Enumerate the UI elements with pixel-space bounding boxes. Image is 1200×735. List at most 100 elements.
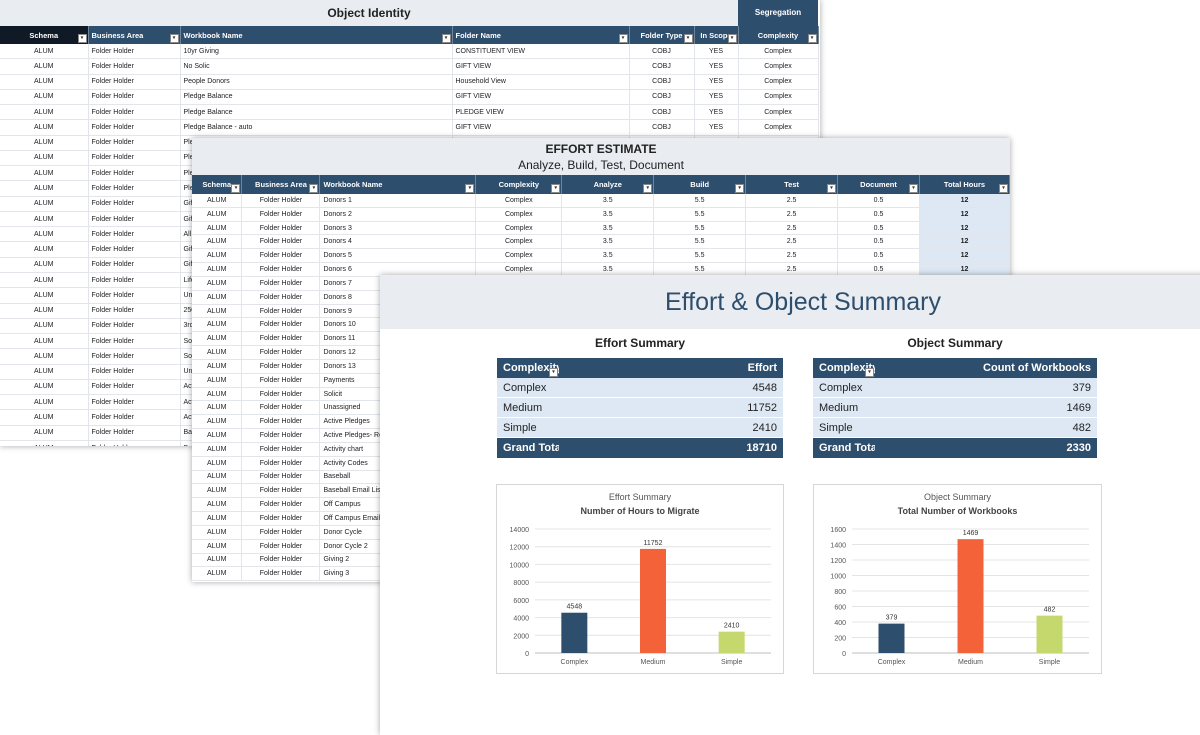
table-cell[interactable]: Folder Holder xyxy=(241,317,321,333)
table-cell[interactable]: Folder Holder xyxy=(88,287,181,304)
table-cell[interactable]: Folder Holder xyxy=(88,89,181,106)
table-cell[interactable]: Household View xyxy=(452,74,630,90)
effort-pivot-header-complexity[interactable]: Complexity ▾ xyxy=(497,358,559,378)
table-cell[interactable]: Folder Holder xyxy=(241,248,321,264)
table-cell[interactable]: Pledge Balance xyxy=(180,104,453,121)
table-cell[interactable]: People Donors xyxy=(180,74,453,90)
table-cell[interactable]: Folder Holder xyxy=(88,196,181,212)
table-cell[interactable]: YES xyxy=(694,58,739,75)
table-cell[interactable]: Folder Holder xyxy=(88,379,181,396)
table-cell[interactable]: 2.5 xyxy=(745,207,839,222)
table-cell[interactable]: ALUM xyxy=(192,304,243,319)
filter-dropdown-icon[interactable]: ▾ xyxy=(827,184,837,193)
table-cell[interactable]: Folder Holder xyxy=(241,414,321,430)
table-cell[interactable]: ALUM xyxy=(192,317,243,333)
table-cell[interactable]: Folder Holder xyxy=(241,207,321,222)
table-cell[interactable]: Donors 5 xyxy=(319,248,477,264)
table-cell[interactable]: Folder Holder xyxy=(88,44,181,60)
table-cell[interactable]: ALUM xyxy=(192,400,243,416)
table-cell[interactable]: Complex xyxy=(738,58,819,75)
table-cell[interactable]: ALUM xyxy=(0,104,89,121)
filter-dropdown-icon[interactable]: ▾ xyxy=(999,184,1008,193)
table-cell[interactable]: Pledge Balance xyxy=(180,89,453,106)
filter-dropdown-icon[interactable]: ▾ xyxy=(643,184,653,193)
table-cell[interactable]: 3.5 xyxy=(561,248,655,264)
table-cell[interactable]: 5.5 xyxy=(653,207,747,222)
pivot-row-label[interactable]: Simple xyxy=(497,417,559,438)
table-cell[interactable]: Complex xyxy=(738,89,819,106)
object-summary-chart[interactable]: Object Summary Total Number of Workbooks… xyxy=(813,484,1102,674)
table-cell[interactable]: ALUM xyxy=(192,497,243,513)
table-cell[interactable]: Folder Holder xyxy=(88,364,181,380)
table-cell[interactable]: 0.5 xyxy=(837,248,920,264)
table-cell[interactable]: Donors 3 xyxy=(319,221,477,236)
table-cell[interactable]: Folder Holder xyxy=(241,400,321,416)
table-cell[interactable]: ALUM xyxy=(0,364,89,380)
table-cell[interactable]: Folder Holder xyxy=(241,456,321,471)
table-cell[interactable]: 0.5 xyxy=(837,221,920,236)
filter-dropdown-icon[interactable]: ▾ xyxy=(618,34,628,43)
table-cell[interactable]: Folder Holder xyxy=(88,333,181,350)
table-cell[interactable]: ALUM xyxy=(0,196,89,212)
table-cell[interactable]: 3.5 xyxy=(561,234,655,250)
table-cell[interactable]: ALUM xyxy=(0,226,89,243)
table-cell[interactable]: Folder Holder xyxy=(241,276,321,291)
table-cell[interactable]: ALUM xyxy=(192,470,243,485)
table-cell[interactable]: ALUM xyxy=(0,272,89,289)
table-cell[interactable]: ALUM xyxy=(192,525,243,540)
table-cell[interactable]: YES xyxy=(694,44,739,60)
table-cell[interactable]: YES xyxy=(694,104,739,121)
table-cell[interactable]: Folder Holder xyxy=(88,425,181,441)
table-cell[interactable]: ALUM xyxy=(0,119,89,136)
table-cell[interactable]: ALUM xyxy=(192,290,243,305)
table-cell[interactable]: Folder Holder xyxy=(241,262,321,277)
table-cell[interactable]: Folder Holder xyxy=(241,553,321,568)
table-cell[interactable]: Complex xyxy=(475,248,563,264)
effort-summary-chart[interactable]: Effort Summary Number of Hours to Migrat… xyxy=(496,484,784,674)
pivot-row-value[interactable]: 482 xyxy=(875,417,1097,438)
table-cell[interactable]: YES xyxy=(694,74,739,90)
table-cell[interactable]: PLEDGE VIEW xyxy=(452,104,630,121)
column-header[interactable]: Folder Type ▾ xyxy=(629,26,695,44)
filter-dropdown-icon[interactable]: ▾ xyxy=(309,184,319,193)
column-header[interactable]: Test ▾ xyxy=(745,175,839,194)
table-cell[interactable]: Folder Holder xyxy=(241,387,321,402)
table-cell[interactable]: ALUM xyxy=(192,345,243,360)
table-cell[interactable]: COBJ xyxy=(629,104,695,121)
column-header[interactable]: Workbook Name ▾ xyxy=(319,175,477,194)
table-cell[interactable]: Folder Holder xyxy=(241,470,321,485)
table-cell[interactable]: Folder Holder xyxy=(241,525,321,540)
table-cell[interactable]: ALUM xyxy=(192,331,243,347)
table-cell[interactable]: No Solic xyxy=(180,58,453,75)
table-cell[interactable]: Complex xyxy=(475,194,563,208)
table-cell[interactable]: Folder Holder xyxy=(241,483,321,499)
table-cell[interactable]: ALUM xyxy=(192,566,243,582)
table-cell[interactable]: 10yr Giving xyxy=(180,44,453,60)
filter-dropdown-icon[interactable]: ▾ xyxy=(908,184,918,193)
column-header[interactable]: Workbook Name ▾ xyxy=(180,26,453,44)
table-cell[interactable]: Folder Holder xyxy=(88,272,181,289)
table-cell[interactable]: 5.5 xyxy=(653,221,747,236)
table-cell[interactable]: Folder Holder xyxy=(241,442,321,457)
table-cell[interactable]: COBJ xyxy=(629,74,695,90)
table-cell[interactable]: Folder Holder xyxy=(88,180,181,197)
table-cell[interactable]: Folder Holder xyxy=(241,221,321,236)
table-cell[interactable]: Folder Holder xyxy=(88,119,181,136)
table-cell[interactable]: ALUM xyxy=(192,276,243,291)
table-cell[interactable]: Folder Holder xyxy=(88,409,181,426)
table-cell[interactable]: ALUM xyxy=(0,425,89,441)
filter-dropdown-icon[interactable]: ▾ xyxy=(549,368,558,377)
pivot-row-value[interactable]: 1469 xyxy=(875,397,1097,418)
column-header[interactable]: Analyze ▾ xyxy=(561,175,655,194)
table-cell[interactable]: Folder Holder xyxy=(88,150,181,167)
table-cell[interactable]: GIFT VIEW xyxy=(452,89,630,106)
table-cell[interactable]: Folder Holder xyxy=(88,348,181,365)
table-cell[interactable]: COBJ xyxy=(629,44,695,60)
table-cell[interactable]: ALUM xyxy=(192,387,243,402)
table-cell[interactable]: Complex xyxy=(475,207,563,222)
table-cell[interactable]: 2.5 xyxy=(745,248,839,264)
table-cell[interactable]: ALUM xyxy=(0,348,89,365)
filter-dropdown-icon[interactable]: ▾ xyxy=(169,34,179,43)
table-cell[interactable]: ALUM xyxy=(0,44,89,60)
filter-dropdown-icon[interactable]: ▾ xyxy=(727,34,737,43)
